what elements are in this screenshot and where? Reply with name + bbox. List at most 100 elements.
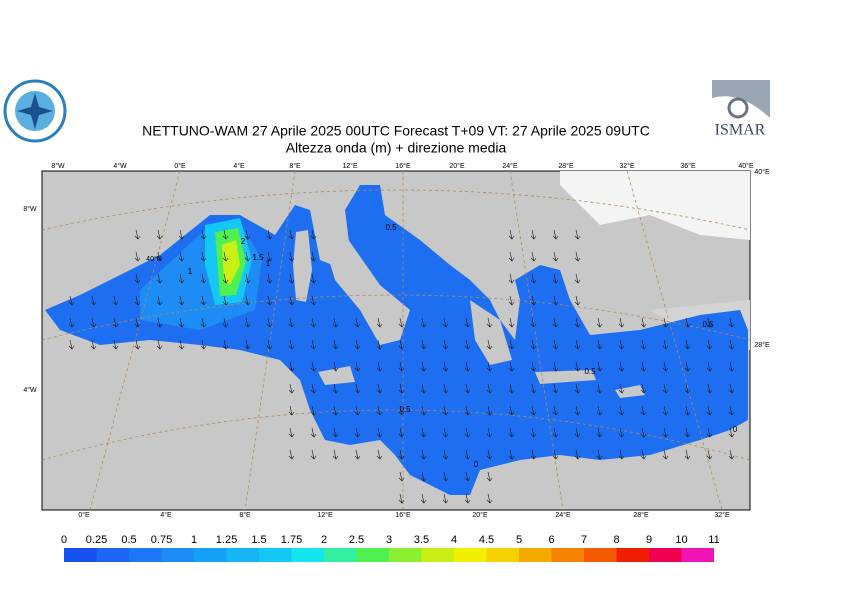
arrow xyxy=(288,449,295,460)
arrow xyxy=(552,427,559,438)
arrow xyxy=(574,229,581,240)
arrow xyxy=(200,339,207,350)
arrow xyxy=(420,339,427,350)
arrow xyxy=(574,273,581,284)
lon-label: 8°E xyxy=(239,511,251,519)
legend-swatch xyxy=(194,548,227,562)
lon-label: 8°E xyxy=(289,162,301,170)
arrow xyxy=(156,273,163,284)
arrow xyxy=(706,317,713,328)
lon-label: 4°E xyxy=(233,162,245,170)
arrow xyxy=(332,449,339,460)
arrow xyxy=(310,383,317,394)
arrow xyxy=(442,317,449,328)
arrow xyxy=(310,251,317,262)
arrow xyxy=(134,339,141,350)
subtitle: Altezza onda (m) + direzione media xyxy=(286,140,507,156)
arrow xyxy=(222,317,229,328)
arrow xyxy=(288,361,295,372)
arrow xyxy=(640,317,647,328)
arrow xyxy=(662,339,669,350)
arrow xyxy=(486,449,493,460)
arrow xyxy=(552,383,559,394)
arrow xyxy=(706,427,713,438)
legend-label: 4.5 xyxy=(479,534,494,546)
arrow xyxy=(200,295,207,306)
lon-label: 20°E xyxy=(449,162,465,170)
arrow xyxy=(134,317,141,328)
arrow xyxy=(552,229,559,240)
arrow xyxy=(288,405,295,416)
arrow xyxy=(376,339,383,350)
arrow xyxy=(244,295,251,306)
arrow xyxy=(574,405,581,416)
legend-label: 0.5 xyxy=(121,534,136,546)
arrow xyxy=(310,405,317,416)
arrow xyxy=(420,471,427,482)
arrow xyxy=(354,405,361,416)
arrow xyxy=(156,295,163,306)
legend-swatch xyxy=(486,548,519,562)
arrow xyxy=(420,427,427,438)
arrow xyxy=(486,471,493,482)
legend-swatch xyxy=(129,548,162,562)
arrow xyxy=(178,251,185,262)
arrow xyxy=(552,405,559,416)
arrow xyxy=(354,449,361,460)
arrow xyxy=(68,317,75,328)
lon-label: 28°E xyxy=(558,162,574,170)
arrow xyxy=(552,339,559,350)
legend-label: 2.5 xyxy=(349,534,364,546)
arrow xyxy=(662,449,669,460)
contour-label: 1.5 xyxy=(252,253,264,262)
legend-swatch xyxy=(161,548,194,562)
arrow xyxy=(398,427,405,438)
arrow xyxy=(178,229,185,240)
arrow xyxy=(574,361,581,372)
arrow xyxy=(156,229,163,240)
arrow xyxy=(508,295,515,306)
arrow xyxy=(200,273,207,284)
legend-swatch xyxy=(64,548,97,562)
legend-label: 0 xyxy=(61,534,67,546)
arrow xyxy=(706,449,713,460)
arrow xyxy=(618,383,625,394)
arrow xyxy=(420,317,427,328)
arrow xyxy=(552,361,559,372)
arrow xyxy=(134,273,141,284)
legend-swatch xyxy=(551,548,584,562)
arrow xyxy=(508,361,515,372)
contour-label: 0 xyxy=(474,460,479,469)
arrow xyxy=(266,273,273,284)
arrow xyxy=(464,317,471,328)
arrow xyxy=(332,317,339,328)
lon-label: 0°E xyxy=(174,162,186,170)
contour-label: 0.5 xyxy=(584,367,596,376)
arrow xyxy=(464,339,471,350)
legend-swatch xyxy=(291,548,324,562)
arrow xyxy=(618,361,625,372)
arrow xyxy=(156,317,163,328)
arrow xyxy=(552,273,559,284)
legend-label: 1.25 xyxy=(216,534,237,546)
arrow xyxy=(288,251,295,262)
arrow xyxy=(530,383,537,394)
legend-label: 3 xyxy=(386,534,392,546)
arrow xyxy=(530,449,537,460)
arrow xyxy=(596,449,603,460)
arrow xyxy=(90,339,97,350)
legend-label: 1.75 xyxy=(281,534,302,546)
legend-label: 1 xyxy=(191,534,197,546)
legend-swatch xyxy=(226,548,259,562)
arrow xyxy=(728,427,735,438)
legend-label: 3.5 xyxy=(414,534,429,546)
arrow xyxy=(530,295,537,306)
arrow xyxy=(420,493,427,504)
arrow xyxy=(552,295,559,306)
arrow xyxy=(640,361,647,372)
arrow xyxy=(112,295,119,306)
arrow xyxy=(486,427,493,438)
arrow xyxy=(574,295,581,306)
arrow xyxy=(574,317,581,328)
arrow xyxy=(442,361,449,372)
